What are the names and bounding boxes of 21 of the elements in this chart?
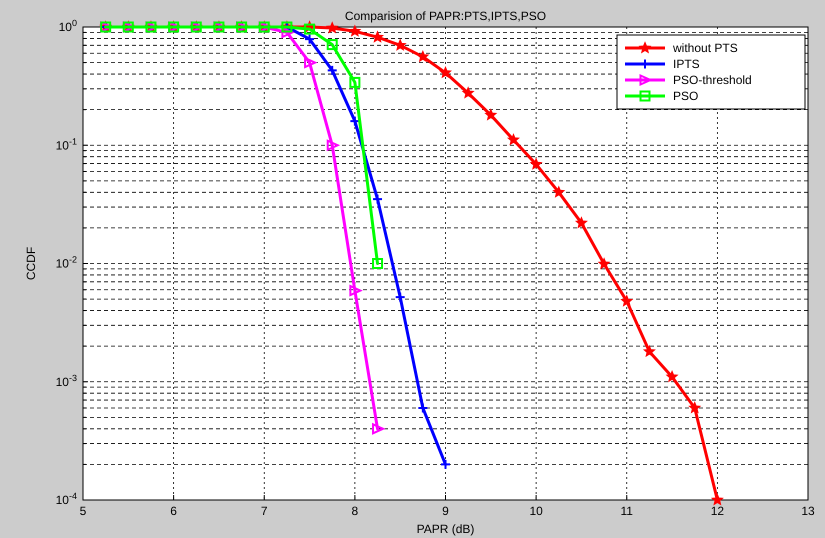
x-tick-label: 7 [260, 504, 268, 518]
x-tick-label: 12 [710, 504, 724, 518]
y-tick-label: 10$^{0}$ [58, 18, 77, 34]
x-tick-label: 10 [529, 504, 544, 518]
x-tick-label: 9 [442, 504, 450, 518]
y-tick-label: 10$^{-4}$ [56, 491, 77, 507]
legend-label: without PTS [672, 41, 738, 55]
x-axis-title: PAPR (dB) [416, 522, 474, 536]
legend-label: PSO-threshold [673, 73, 752, 87]
y-tick-label: 10$^{-2}$ [56, 254, 77, 270]
y-tick-label: 10$^{-1}$ [56, 136, 77, 152]
y-tick-label: 10$^{-3}$ [56, 372, 77, 389]
x-tick-label: 11 [620, 504, 634, 518]
x-tick-label: 6 [170, 504, 178, 518]
legend-label: IPTS [673, 57, 700, 71]
x-tick-label: 5 [80, 504, 87, 518]
chart-title: Comparision of PAPR:PTS,IPTS,PSO [344, 9, 546, 23]
x-tick-label: 8 [352, 504, 359, 518]
legend-label: PSO [673, 89, 698, 103]
y-axis-title: CCDF [24, 246, 38, 280]
x-tick-label: 13 [801, 504, 815, 518]
